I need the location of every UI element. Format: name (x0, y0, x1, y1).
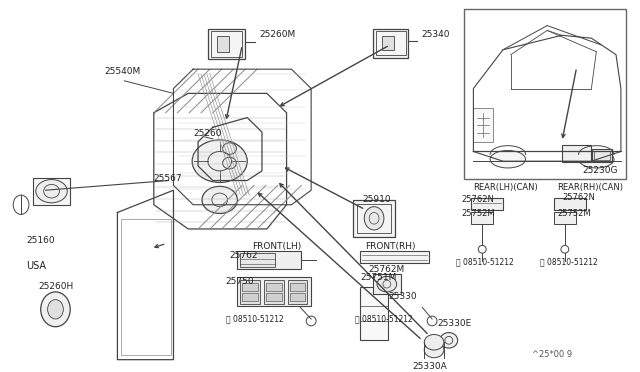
Bar (595, 151, 610, 160)
Ellipse shape (192, 140, 247, 183)
Text: Ⓢ 08510-51212: Ⓢ 08510-51212 (540, 257, 598, 266)
Bar (266, 283, 282, 291)
Ellipse shape (377, 276, 397, 292)
Bar (562, 145, 591, 162)
Bar (211, 31, 243, 57)
Text: 25330A: 25330A (412, 362, 447, 371)
Text: FRONT(RH): FRONT(RH) (365, 241, 416, 250)
Ellipse shape (202, 186, 237, 214)
Text: 25230G: 25230G (582, 166, 618, 175)
Text: REAR(LH)(CAN): REAR(LH)(CAN) (474, 183, 538, 192)
Text: REAR(RH)(CAN): REAR(RH)(CAN) (557, 183, 623, 192)
Bar (243, 293, 258, 301)
Text: 25260H: 25260H (39, 282, 74, 291)
Bar (373, 29, 408, 58)
Text: 25751M: 25751M (360, 273, 397, 282)
Ellipse shape (364, 207, 384, 230)
Bar (474, 108, 493, 142)
Text: 25540M: 25540M (105, 67, 141, 76)
Text: 25762M: 25762M (368, 265, 404, 274)
Text: 25752M: 25752M (557, 209, 591, 218)
Bar (373, 275, 401, 294)
Bar (554, 198, 586, 209)
Text: 25762N: 25762N (461, 195, 495, 204)
Text: 25567: 25567 (154, 174, 182, 183)
Bar (289, 293, 305, 301)
Bar (357, 204, 391, 233)
Bar (243, 283, 258, 291)
Bar (264, 280, 284, 304)
Ellipse shape (440, 333, 458, 348)
Bar (353, 200, 395, 237)
Bar (287, 280, 307, 304)
Bar (289, 283, 305, 291)
Bar (241, 280, 260, 304)
Bar (472, 198, 503, 209)
Text: 25750: 25750 (225, 278, 254, 286)
Text: FRONT(LH): FRONT(LH) (252, 241, 301, 250)
Bar (33, 177, 70, 205)
Text: 25762: 25762 (230, 251, 258, 260)
Bar (382, 36, 394, 50)
Ellipse shape (47, 299, 63, 319)
Ellipse shape (424, 342, 444, 358)
Bar (208, 29, 245, 60)
Text: 25340: 25340 (421, 31, 450, 39)
Bar (554, 212, 575, 224)
Text: 25260M: 25260M (259, 31, 295, 39)
Bar (266, 293, 282, 301)
Ellipse shape (424, 334, 444, 350)
Ellipse shape (579, 151, 614, 168)
Bar (593, 148, 612, 162)
Bar (376, 31, 406, 55)
Bar (237, 251, 301, 269)
Bar (472, 212, 493, 224)
Bar (360, 287, 388, 340)
Text: ^25*00 9: ^25*00 9 (532, 350, 573, 359)
Text: 25260: 25260 (193, 129, 221, 138)
Text: 25330: 25330 (389, 292, 417, 301)
Ellipse shape (490, 151, 525, 168)
Bar (122, 219, 170, 355)
Text: USA: USA (26, 261, 46, 271)
Text: Ⓢ 08510-51212: Ⓢ 08510-51212 (355, 314, 413, 323)
Ellipse shape (41, 292, 70, 327)
Bar (241, 253, 275, 267)
Text: 25330E: 25330E (437, 319, 471, 328)
Text: Ⓢ 08510-51212: Ⓢ 08510-51212 (225, 314, 284, 323)
Text: 25752M: 25752M (461, 209, 495, 218)
Text: 25910: 25910 (362, 195, 391, 204)
Bar (463, 9, 626, 179)
Text: 25762N: 25762N (562, 193, 595, 202)
Text: Ⓢ 08510-51212: Ⓢ 08510-51212 (456, 257, 513, 266)
Ellipse shape (36, 180, 67, 203)
Bar (237, 278, 311, 307)
Bar (217, 36, 228, 52)
Bar (360, 251, 429, 263)
Text: 25160: 25160 (26, 236, 54, 245)
